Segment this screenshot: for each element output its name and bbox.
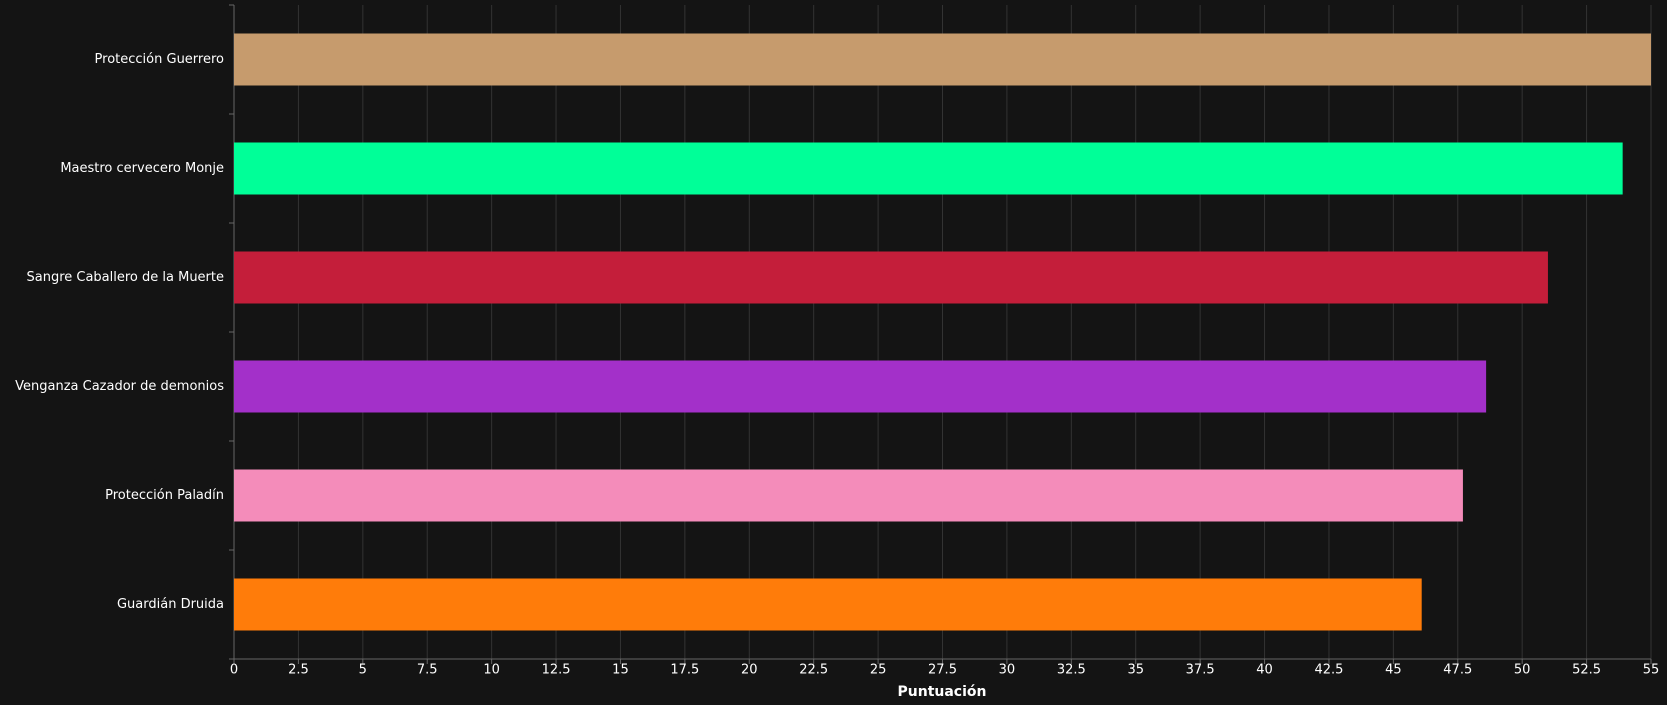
x-tick-label: 0 <box>230 663 238 678</box>
x-tick-label: 22.5 <box>799 663 828 678</box>
bar <box>234 33 1651 86</box>
y-tick-label: Protección Guerrero <box>95 52 224 67</box>
x-tick-label: 40 <box>1256 663 1273 678</box>
y-tick-label: Guardián Druida <box>117 597 224 612</box>
x-tick-label: 47.5 <box>1443 663 1472 678</box>
x-tick-label: 32.5 <box>1057 663 1086 678</box>
bar <box>234 251 1548 304</box>
y-tick-label: Protección Paladín <box>105 488 224 503</box>
x-tick-label: 55 <box>1643 663 1660 678</box>
x-tick-label: 15 <box>612 663 629 678</box>
x-tick-label: 10 <box>483 663 500 678</box>
x-tick-label: 2.5 <box>288 663 309 678</box>
x-tick-label: 25 <box>870 663 887 678</box>
bar <box>234 578 1422 631</box>
bar <box>234 142 1623 195</box>
x-tick-label: 17.5 <box>670 663 699 678</box>
x-tick-label: 45 <box>1385 663 1402 678</box>
x-tick-label: 27.5 <box>928 663 957 678</box>
x-tick-label: 42.5 <box>1314 663 1343 678</box>
x-tick-label: 20 <box>741 663 758 678</box>
x-axis-title: Puntuación <box>898 684 987 700</box>
x-tick-label: 35 <box>1127 663 1144 678</box>
x-tick-label: 5 <box>359 663 367 678</box>
y-tick-label: Sangre Caballero de la Muerte <box>26 270 224 285</box>
x-tick-label: 50 <box>1514 663 1531 678</box>
x-tick-label: 7.5 <box>417 663 438 678</box>
y-tick-label: Venganza Cazador de demonios <box>15 379 224 394</box>
x-tick-label: 12.5 <box>542 663 571 678</box>
x-tick-label: 30 <box>999 663 1016 678</box>
bar <box>234 360 1487 413</box>
bar <box>234 469 1463 522</box>
y-tick-label: Maestro cervecero Monje <box>60 161 224 176</box>
x-tick-label: 37.5 <box>1186 663 1215 678</box>
x-tick-label: 52.5 <box>1572 663 1601 678</box>
